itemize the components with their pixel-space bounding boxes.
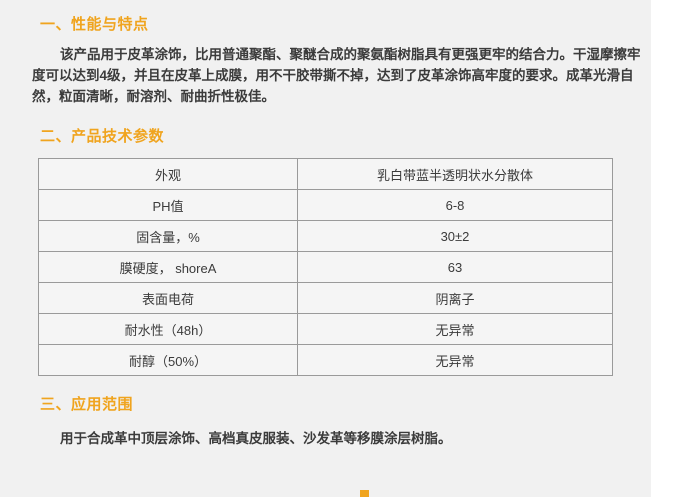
footnote-strip (0, 490, 651, 497)
table-row: PH值 6-8 (38, 189, 613, 221)
table-cell-value: 无异常 (297, 344, 613, 376)
table-cell-value: 30±2 (297, 220, 613, 252)
table-cell-value: 阴离子 (297, 282, 613, 314)
square-bullet-icon (360, 490, 369, 497)
table-row: 耐水性（48h） 无异常 (38, 313, 613, 345)
table-row: 外观 乳白带蓝半透明状水分散体 (38, 158, 613, 190)
table-cell-name: 固含量，% (38, 220, 298, 252)
table-cell-name: PH值 (38, 189, 298, 221)
section-heading-technical-parameters: 二、产品技术参数 (40, 128, 165, 145)
footnote-line (360, 490, 374, 497)
section-body-performance: 该产品用于皮革涂饰，比用普通聚酯、聚醚合成的聚氨酯树脂具有更强更牢的结合力。干湿… (32, 47, 641, 104)
table-cell-value: 6-8 (297, 189, 613, 221)
table-cell-value: 无异常 (297, 313, 613, 345)
product-spec-page: 一、性能与特点 该产品用于皮革涂饰，比用普通聚酯、聚醚合成的聚氨酯树脂具有更强更… (0, 0, 651, 497)
technical-parameters-table: 外观 乳白带蓝半透明状水分散体 PH值 6-8 固含量，% 30±2 膜硬度， … (38, 158, 613, 376)
section-body-application-scope: 用于合成革中顶层涂饰、高档真皮服装、沙发革等移膜涂层树脂。 (60, 431, 452, 446)
section-heading-performance: 一、性能与特点 (40, 16, 149, 33)
table-cell-name: 表面电荷 (38, 282, 298, 314)
table-row: 固含量，% 30±2 (38, 220, 613, 252)
table-cell-value: 乳白带蓝半透明状水分散体 (297, 158, 613, 190)
table-cell-name: 外观 (38, 158, 298, 190)
table-cell-name: 耐醇（50%） (38, 344, 298, 376)
table-row: 表面电荷 阴离子 (38, 282, 613, 314)
table-cell-name: 耐水性（48h） (38, 313, 298, 345)
table-row: 耐醇（50%） 无异常 (38, 344, 613, 376)
table-row: 膜硬度， shoreA 63 (38, 251, 613, 283)
section-heading-application-scope: 三、应用范围 (40, 396, 134, 413)
table-cell-name: 膜硬度， shoreA (38, 251, 298, 283)
table-cell-value: 63 (297, 251, 613, 283)
